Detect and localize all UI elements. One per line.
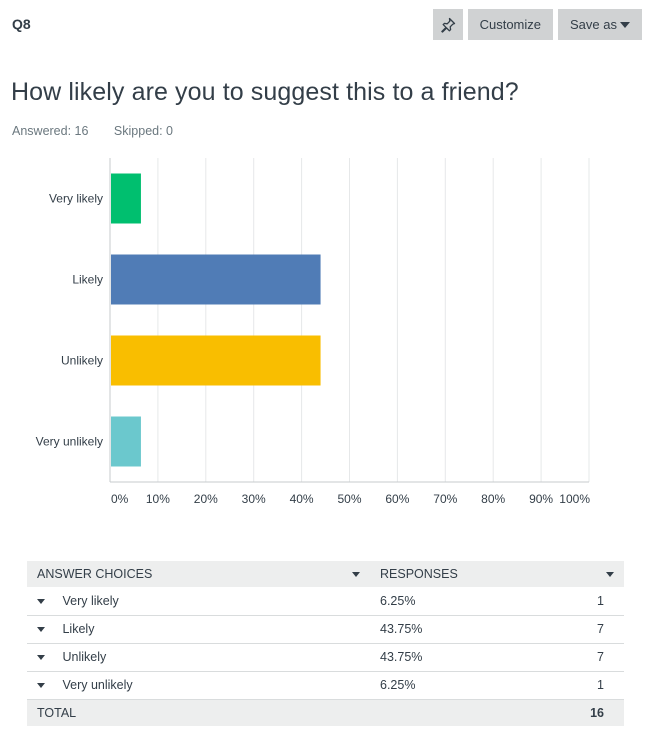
table-header-row: ANSWER CHOICES RESPONSES	[27, 561, 624, 587]
x-tick-label: 0%	[111, 492, 129, 506]
choice-label: Unlikely	[62, 650, 107, 664]
choice-label: Likely	[62, 622, 95, 636]
pin-button[interactable]	[432, 9, 463, 40]
total-label: TOTAL	[27, 699, 570, 726]
total-count: 16	[570, 699, 624, 726]
x-tick-label: 100%	[559, 492, 590, 506]
response-stats: Answered: 16 Skipped: 0	[12, 124, 195, 138]
x-tick-label: 50%	[337, 492, 361, 506]
x-tick-label: 10%	[146, 492, 170, 506]
chevron-down-icon	[620, 21, 630, 28]
x-tick-label: 80%	[481, 492, 505, 506]
answer-table: ANSWER CHOICES RESPONSES Very likely 6.2…	[27, 561, 624, 726]
sort-chevron-icon[interactable]	[606, 572, 614, 577]
choice-cell: Very likely	[27, 587, 370, 616]
customize-button[interactable]: Customize	[467, 9, 554, 40]
table-row: Unlikely 43.75% 7	[27, 643, 624, 672]
x-tick-label: 20%	[194, 492, 218, 506]
choice-cell: Unlikely	[27, 643, 370, 672]
x-tick-label: 30%	[242, 492, 266, 506]
answer-choices-header-label: ANSWER CHOICES	[37, 567, 153, 581]
count-cell: 1	[570, 587, 624, 616]
choice-label: Very unlikely	[62, 678, 133, 692]
bar-likely[interactable]	[111, 254, 321, 305]
choice-cell: Likely	[27, 615, 370, 644]
bar-very-likely[interactable]	[111, 173, 141, 224]
table-row: Likely 43.75% 7	[27, 615, 624, 644]
bar-chart-svg: Very likely Likely Unlikely Very unlikely 0%…	[36, 158, 590, 506]
expand-chevron-icon[interactable]	[37, 655, 45, 661]
question-title: How likely are you to suggest this to a …	[11, 78, 519, 106]
answered-count: Answered: 16	[12, 124, 89, 138]
responses-header-label: RESPONSES	[380, 567, 458, 581]
table-row: Very unlikely 6.25% 1	[27, 671, 624, 700]
x-tick-label: 60%	[385, 492, 409, 506]
question-number: Q8	[12, 16, 31, 32]
total-row: TOTAL 16	[27, 699, 624, 726]
x-tick-label: 40%	[290, 492, 314, 506]
expand-chevron-icon[interactable]	[37, 627, 45, 633]
choice-cell: Very unlikely	[27, 671, 370, 700]
percent-cell: 6.25%	[370, 587, 570, 616]
percent-cell: 43.75%	[370, 643, 570, 672]
bar-very-unlikely[interactable]	[111, 416, 141, 467]
pin-icon	[440, 17, 455, 33]
count-cell: 7	[570, 643, 624, 672]
responses-header[interactable]: RESPONSES	[370, 561, 624, 587]
y-tick-label: Very likely	[49, 192, 103, 206]
bar-chart: Very likely Likely Unlikely Very unlikely 0%…	[0, 155, 646, 515]
save-as-button[interactable]: Save as	[558, 9, 642, 40]
toolbar: Customize Save as	[432, 9, 642, 40]
expand-chevron-icon[interactable]	[37, 683, 45, 689]
count-cell: 1	[570, 671, 624, 700]
save-as-label: Save as	[570, 17, 617, 32]
answer-choices-header[interactable]: ANSWER CHOICES	[27, 561, 370, 587]
y-tick-label: Unlikely	[61, 354, 103, 368]
table-row: Very likely 6.25% 1	[27, 587, 624, 616]
percent-cell: 43.75%	[370, 615, 570, 644]
x-tick-label: 90%	[529, 492, 553, 506]
y-tick-label: Very unlikely	[36, 435, 103, 449]
choice-label: Very likely	[62, 593, 119, 608]
y-tick-label: Likely	[72, 273, 103, 287]
skipped-count: Skipped: 0	[113, 124, 173, 138]
sort-chevron-icon[interactable]	[352, 572, 360, 577]
count-cell: 7	[570, 615, 624, 644]
bar-unlikely[interactable]	[111, 335, 321, 386]
percent-cell: 6.25%	[370, 671, 570, 700]
expand-chevron-icon[interactable]	[37, 598, 45, 604]
x-tick-label: 70%	[433, 492, 457, 506]
